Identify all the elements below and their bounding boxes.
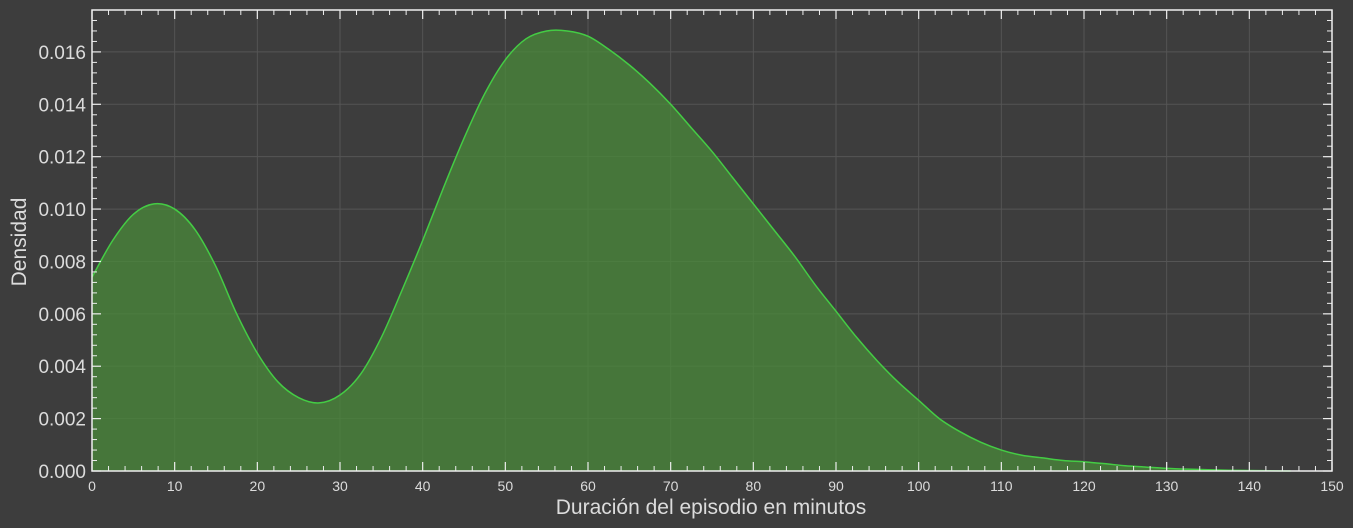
x-tick-label: 120 — [1072, 478, 1096, 494]
x-tick-label: 60 — [580, 478, 596, 494]
x-tick-label: 80 — [746, 478, 762, 494]
y-tick-label: 0.012 — [38, 148, 86, 169]
x-tick-label: 110 — [990, 478, 1013, 494]
x-tick-label: 70 — [663, 478, 679, 494]
x-tick-labels: 0 10 20 30 40 50 60 70 80 90 100 110 120 130 140 150 — [88, 478, 1344, 494]
y-tick-label: 0.008 — [38, 252, 86, 273]
x-tick-label: 50 — [498, 478, 514, 494]
y-tick-label: 0.016 — [38, 43, 86, 64]
y-tick-label: 0.002 — [38, 410, 86, 431]
density-area — [92, 30, 1291, 471]
y-tick-label: 0.014 — [38, 95, 86, 116]
x-tick-label: 40 — [415, 478, 431, 494]
x-tick-label: 140 — [1238, 478, 1262, 494]
x-tick-label: 0 — [88, 478, 96, 494]
x-tick-label: 10 — [167, 478, 183, 494]
x-tick-label: 20 — [250, 478, 266, 494]
x-tick-label: 100 — [907, 478, 931, 494]
y-axis-label: Densidad — [8, 198, 31, 287]
x-axis-label: Duración del episodio en minutos — [556, 496, 867, 519]
y-tick-label: 0.006 — [38, 305, 86, 326]
x-tick-label: 130 — [1155, 478, 1179, 494]
x-tick-label: 90 — [828, 478, 844, 494]
y-tick-label: 0.010 — [38, 200, 86, 221]
axis-ticks — [91, 9, 1333, 472]
x-tick-label: 150 — [1320, 478, 1344, 494]
y-tick-label: 0.000 — [38, 462, 86, 483]
density-line — [91, 29, 1291, 472]
y-tick-label: 0.004 — [38, 357, 86, 378]
y-tick-labels: 0.000 0.002 0.004 0.006 0.008 0.010 0.012 0.014… — [38, 43, 86, 483]
x-tick-label: 30 — [332, 478, 348, 494]
